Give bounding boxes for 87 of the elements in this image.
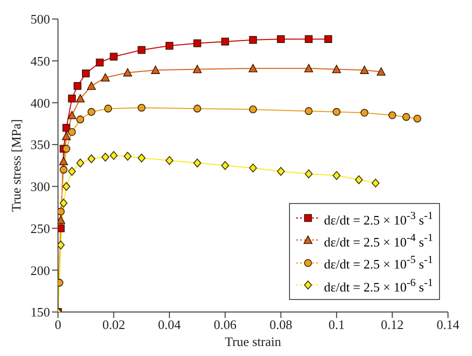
point (354, 175, 363, 184)
point (360, 108, 368, 117)
point (88, 154, 96, 164)
point (221, 38, 230, 46)
point (124, 152, 132, 161)
point (332, 64, 341, 74)
point (376, 67, 386, 76)
point (96, 58, 104, 66)
point (87, 82, 96, 90)
point (332, 171, 340, 180)
point (402, 113, 410, 121)
point (324, 35, 332, 43)
point (101, 152, 110, 162)
point (138, 104, 146, 112)
point (58, 240, 65, 250)
x-tick-label: 0.04 (158, 317, 182, 332)
y-tick-label: 250 (30, 220, 50, 236)
x-tick-label: 0 (54, 317, 62, 332)
point (58, 208, 65, 216)
x-tick-label: 0.08 (269, 317, 292, 332)
point (68, 94, 76, 102)
point (248, 64, 258, 72)
point (76, 94, 85, 102)
point (332, 108, 340, 116)
point (166, 156, 174, 165)
point (388, 111, 396, 120)
point (276, 35, 285, 43)
y-tick-label: 150 (30, 304, 50, 320)
point (76, 158, 84, 168)
point (62, 132, 71, 140)
point (166, 42, 174, 50)
y-tick-label: 450 (30, 53, 50, 68)
point (62, 144, 70, 153)
point (104, 104, 112, 112)
y-tick-label: 400 (30, 95, 50, 110)
point (123, 68, 132, 76)
point (62, 124, 70, 132)
x-tick-label: 0.06 (214, 317, 238, 332)
y-tick-label: 500 (30, 12, 50, 27)
point (138, 46, 146, 54)
x-axis-title: True strain (224, 334, 282, 349)
point (151, 66, 160, 74)
point (360, 66, 369, 74)
point (249, 36, 257, 44)
point (74, 82, 82, 90)
point (193, 104, 202, 112)
point (249, 164, 257, 172)
point (68, 166, 76, 176)
point (304, 64, 314, 72)
legend-label: dε/dt = 2.5 × 10$^{-6}$ s$^{-1}$ (324, 276, 433, 296)
point (62, 182, 70, 191)
point (68, 128, 76, 136)
point (60, 198, 68, 208)
point (76, 116, 84, 124)
point (110, 151, 118, 160)
point (58, 216, 66, 224)
point (82, 70, 90, 78)
point (192, 64, 202, 74)
x-tick-label: 0.12 (380, 317, 404, 332)
point (276, 166, 285, 176)
point (88, 108, 96, 116)
point (193, 39, 202, 48)
legend-label: dε/dt = 2.5 × 10$^{-3}$ s$^{-1}$ (324, 208, 433, 230)
point (68, 110, 76, 120)
legend-label: dε/dt = 2.5 × 10$^{-4}$ s$^{-1}$ (324, 231, 433, 252)
point (193, 158, 202, 168)
point (304, 107, 313, 115)
y-tick-label: 300 (30, 179, 50, 194)
point (100, 73, 110, 82)
y-tick-label: 350 (30, 137, 50, 152)
point (304, 35, 313, 43)
y-tick-label: 200 (30, 262, 50, 278)
point (59, 156, 68, 166)
point (138, 154, 146, 162)
point (372, 178, 380, 188)
x-tick-label: 0.14 (436, 317, 460, 332)
x-tick-label: 0.1 (328, 317, 345, 332)
point (249, 106, 257, 114)
y-axis-title: True stress [MPa] (8, 119, 24, 212)
legend-label: dε/dt = 2.5 × 10$^{-5}$ s$^{-1}$ (324, 253, 433, 274)
x-tick-label: 0.02 (102, 317, 126, 332)
point (221, 161, 230, 170)
point (413, 114, 422, 123)
point (110, 52, 118, 61)
point (60, 166, 68, 174)
point (304, 169, 313, 178)
point (58, 224, 65, 232)
